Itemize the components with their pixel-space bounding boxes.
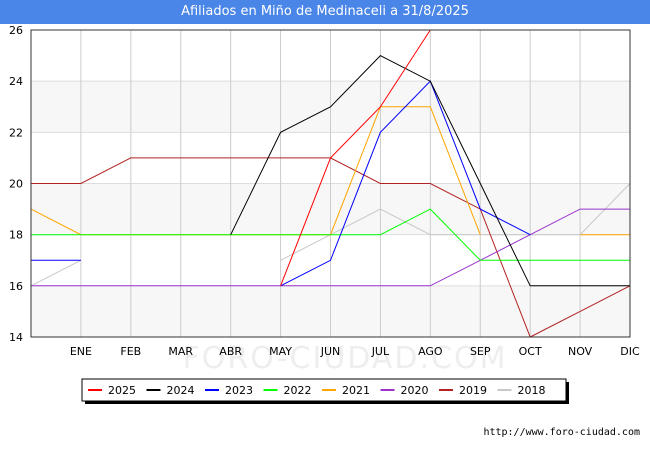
y-tick-label: 18 [9,229,23,242]
x-tick-label: DIC [620,345,640,358]
x-axis-ticks: ENE FEB MAR ABR MAY JUN JUL AGO SEP OCT NOV DIC [70,345,640,358]
source-url: http://www.foro-ciudad.com [483,427,640,438]
y-axis-ticks: 14 16 18 20 22 24 26 [9,24,23,344]
plot-frame [30,29,631,338]
x-tick-label: SEP [470,345,491,358]
y-tick-label: 14 [9,331,23,344]
x-tick-label: ENE [70,345,92,358]
x-tick-label: MAR [168,345,193,358]
series-line-2024 [230,54,630,287]
y-tick-label: 22 [9,126,23,139]
series-line-2022 [31,208,630,261]
legend: 2025 2024 2023 2022 2021 2020 2019 2018 [81,378,569,404]
y-tick-label: 26 [9,24,23,37]
x-tick-label: JUL [371,345,390,358]
legend-label: 2021 [342,384,370,397]
legend-label: 2024 [167,384,195,397]
watermark: FORO-CIUDAD.COM [183,341,508,376]
x-tick-label: JUN [320,345,341,358]
series-line-2025 [280,29,431,286]
x-tick-label: OCT [519,345,542,358]
y-tick-label: 16 [9,280,23,293]
legend-label: 2025 [108,384,136,397]
y-tick-label: 20 [9,178,23,191]
x-tick-label: ABR [219,345,242,358]
legend-label: 2018 [518,384,546,397]
chart-title: Afiliados en Miño de Medinaceli a 31/8/2… [0,0,650,24]
legend-label: 2022 [284,384,312,397]
y-tick-label: 24 [9,75,23,88]
x-tick-label: FEB [120,345,141,358]
legend-label: 2020 [401,384,429,397]
x-tick-label: MAY [269,345,292,358]
legend-label: 2023 [225,384,253,397]
x-tick-label: NOV [568,345,593,358]
x-tick-label: AGO [418,345,443,358]
series-line-2023 [280,80,531,287]
legend-label: 2019 [459,384,487,397]
series-line-2018 [30,259,82,287]
